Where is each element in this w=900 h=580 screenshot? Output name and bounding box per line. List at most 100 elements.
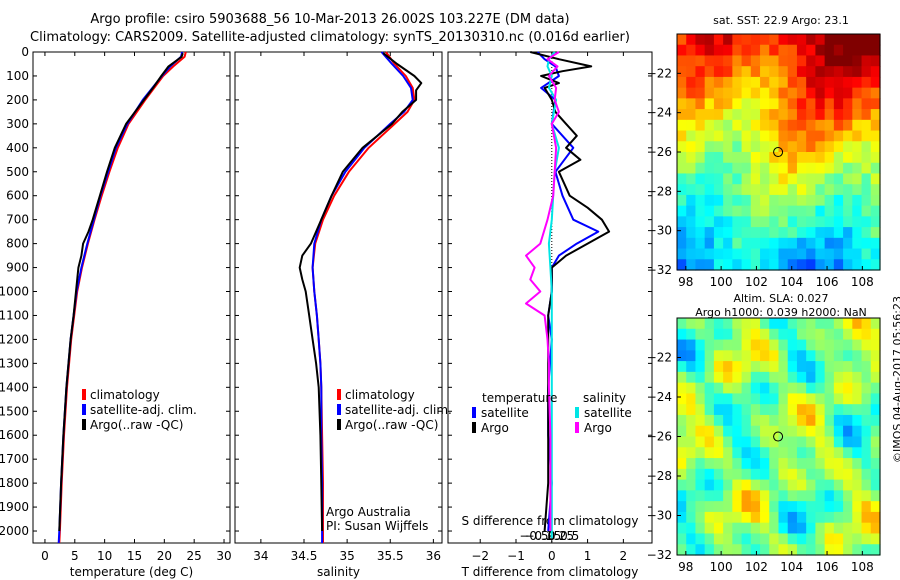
map-cell	[732, 141, 743, 153]
map-cell	[861, 205, 872, 217]
map-cell	[833, 248, 844, 260]
map-cell	[824, 425, 835, 438]
map-cell	[741, 194, 752, 207]
map-cell	[861, 173, 872, 185]
map-cell	[778, 544, 789, 556]
map-cell	[852, 339, 863, 351]
map-cell	[713, 425, 724, 438]
map-cell	[677, 511, 687, 524]
map-cell	[741, 44, 752, 57]
map-cell	[750, 544, 761, 556]
map-y-tick-label: −22	[647, 66, 672, 80]
map-cell	[750, 98, 761, 110]
map-cell	[870, 173, 881, 185]
map-cell	[852, 152, 863, 164]
map-cell	[677, 98, 687, 110]
map-cell	[852, 141, 863, 153]
map-cell	[704, 458, 715, 470]
map-cell	[778, 34, 789, 46]
map-cell	[815, 479, 826, 491]
map-cell	[815, 227, 826, 239]
legend-label: Argo(..raw -QC)	[345, 418, 438, 432]
map-cell	[824, 55, 835, 67]
map-cell	[769, 130, 780, 142]
map-cell	[723, 66, 733, 78]
sst-map-title: sat. SST: 22.9 Argo: 23.1	[713, 14, 849, 27]
map-cell	[787, 468, 798, 481]
map-cell	[704, 436, 715, 448]
map-cell	[824, 44, 835, 57]
y-tick-label: 1700	[0, 452, 29, 466]
map-cell	[824, 533, 835, 545]
map-x-tick-label: 98	[678, 275, 693, 289]
map-cell	[686, 479, 697, 491]
map-cell	[750, 259, 761, 271]
imos-timestamp: ©IMOS 04-Aug-2017 05:56:23	[891, 296, 900, 463]
y-tick-label: 700	[6, 213, 29, 227]
map-cell	[861, 141, 872, 153]
map-cell	[806, 194, 817, 207]
map-cell	[677, 248, 687, 260]
map-cell	[704, 205, 715, 217]
map-cell	[870, 237, 881, 250]
map-cell	[750, 194, 761, 207]
map-cell	[769, 194, 780, 207]
map-cell	[760, 393, 770, 405]
map-cell	[778, 194, 789, 207]
map-cell	[713, 44, 724, 57]
map-cell	[806, 458, 817, 470]
map-cell	[852, 259, 863, 271]
map-cell	[741, 501, 752, 513]
map-cell	[769, 533, 780, 545]
map-cell	[713, 216, 724, 228]
map-cell	[677, 205, 687, 217]
map-cell	[760, 130, 770, 142]
map-cell	[778, 109, 789, 121]
map-cell	[769, 76, 780, 89]
map-cell	[713, 393, 724, 405]
map-cell	[806, 436, 817, 448]
map-cell	[787, 109, 798, 121]
map-cell	[760, 34, 770, 46]
map-cell	[806, 511, 817, 524]
map-cell	[815, 533, 826, 545]
map-cell	[695, 382, 706, 395]
map-cell	[796, 259, 807, 271]
map-cell	[796, 436, 807, 448]
map-cell	[686, 425, 697, 438]
x-tick-label: −1	[507, 549, 525, 563]
map-cell	[677, 361, 687, 373]
map-cell	[806, 371, 817, 384]
map-cell	[870, 205, 881, 217]
map-cell	[760, 119, 770, 132]
map-cell	[713, 501, 724, 513]
y-tick-label: 1600	[0, 428, 29, 442]
map-cell	[815, 216, 826, 228]
map-cell	[741, 34, 752, 46]
map-cell	[778, 328, 789, 341]
map-cell	[870, 76, 881, 89]
map-cell	[686, 371, 697, 384]
map-cell	[815, 404, 826, 416]
map-cell	[750, 436, 761, 448]
map-cell	[833, 522, 844, 535]
map-cell	[741, 184, 752, 196]
map-cell	[686, 511, 697, 524]
map-cell	[723, 382, 733, 395]
map-cell	[852, 227, 863, 239]
map-cell	[861, 318, 872, 330]
map-cell	[843, 544, 853, 556]
map-cell	[695, 152, 706, 164]
map-cell	[750, 479, 761, 491]
map-cell	[843, 339, 853, 351]
map-cell	[796, 393, 807, 405]
map-cell	[695, 404, 706, 416]
map-cell	[824, 511, 835, 524]
map-cell	[833, 501, 844, 513]
map-cell	[741, 404, 752, 416]
map-cell	[695, 447, 706, 459]
y-tick-label: 1400	[0, 380, 29, 394]
map-cell	[843, 533, 853, 545]
map-cell	[713, 55, 724, 67]
map-cell	[787, 544, 798, 556]
